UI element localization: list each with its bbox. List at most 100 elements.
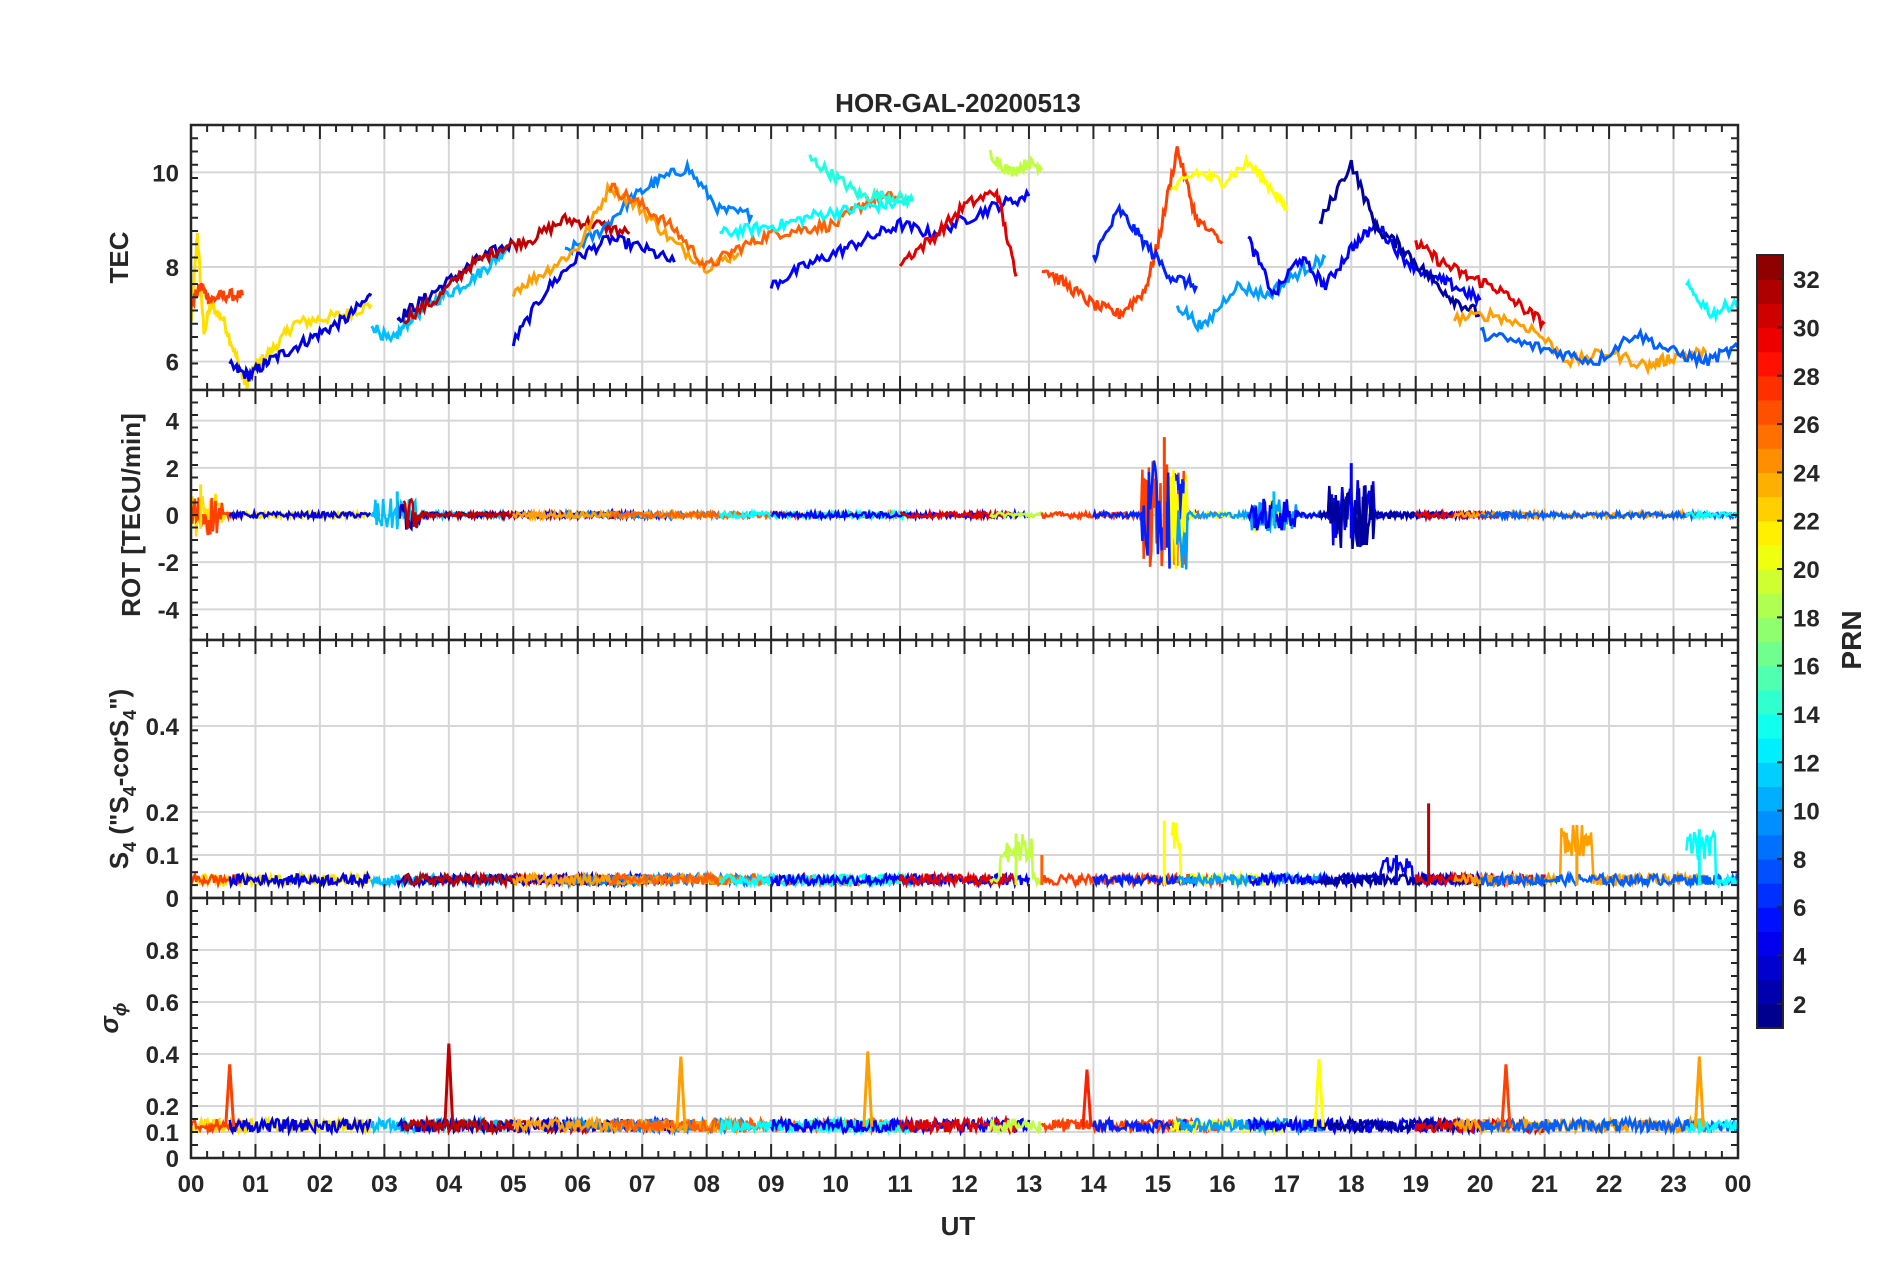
y-tick-label-tec: 6 — [166, 350, 179, 377]
x-tick-label: 17 — [1273, 1171, 1300, 1198]
y-tick-label-s4: 0.4 — [146, 714, 180, 741]
x-tick-label: 08 — [693, 1171, 720, 1198]
colorbar-segment — [1757, 834, 1783, 860]
colorbar-tick-label: 20 — [1793, 557, 1820, 584]
y-axis-label-s4: S4 ("S4-corS4") — [104, 689, 140, 869]
s4-series-prn-2 — [1318, 870, 1482, 890]
data-tec — [191, 146, 1738, 389]
axes-frame-sigma — [189, 896, 1740, 1160]
data-sigma — [191, 1043, 1738, 1137]
x-tick-label: 00 — [1725, 1171, 1752, 1198]
sigma-spike-prn-24 — [862, 1051, 874, 1127]
sigma-series-prn-2 — [1318, 1114, 1482, 1137]
x-tick-label: 12 — [951, 1171, 978, 1198]
colorbar-segment — [1757, 955, 1783, 981]
rot-series-prn-19 — [989, 510, 1043, 521]
colorbar-segment — [1757, 520, 1783, 546]
x-tick-label: 06 — [564, 1171, 591, 1198]
x-tick-label: 11 — [887, 1171, 912, 1198]
colorbar-segment — [1757, 569, 1783, 594]
x-tick-label: 20 — [1467, 1171, 1494, 1198]
colorbar-segment — [1757, 738, 1783, 763]
y-tick-label-s4: 0.1 — [146, 843, 179, 870]
panel-rot: -4 -2 0 2 4 ROT [TECU/min] — [116, 388, 1740, 642]
colorbar-tick-label: 30 — [1793, 315, 1820, 342]
x-tick-label: 00 — [178, 1171, 205, 1198]
colorbar-segment — [1757, 883, 1783, 908]
ticks-rot — [190, 389, 1739, 641]
colorbar-segment — [1757, 931, 1783, 957]
x-tick-label: 02 — [307, 1171, 334, 1198]
data-s4 — [191, 803, 1738, 890]
colorbar-segment — [1757, 351, 1783, 377]
x-tick-label: 22 — [1596, 1171, 1623, 1198]
sigma-series-prn-4 — [228, 1115, 372, 1137]
y-tick-label-rot: 4 — [166, 409, 180, 436]
panel-s4: 0 0.1 0.2 0.4S4 ("S4-corS4") — [104, 638, 1740, 913]
tec-series-prn-2 — [1318, 159, 1482, 318]
s4-series-prn-8 — [1480, 870, 1738, 890]
colorbar-tick-label: 26 — [1793, 412, 1820, 439]
y-tick-label-sigma: 0.4 — [146, 1042, 180, 1069]
tec-series-prn-27 — [191, 282, 245, 310]
y-tick-label-sigma: 0.8 — [146, 938, 179, 965]
data-rot — [191, 437, 1738, 570]
sigma-spike-prn-28 — [1081, 1069, 1093, 1127]
colorbar-segment — [1757, 593, 1783, 618]
x-tick-label: 03 — [371, 1171, 398, 1198]
colorbar-tick-label: 28 — [1793, 364, 1820, 391]
s4-series-prn-13 — [1685, 828, 1738, 890]
colorbar-segment — [1757, 641, 1783, 667]
colorbar-segment — [1757, 617, 1783, 643]
colorbar-segment — [1757, 810, 1783, 836]
colorbar-segment — [1757, 472, 1783, 498]
rot-series-prn-13 — [1685, 508, 1738, 522]
y-axis-label-sigma: σϕ — [94, 1003, 130, 1034]
colorbar-tick-label: 32 — [1793, 267, 1820, 294]
figure-title: HOR-GAL-20200513 — [835, 88, 1081, 118]
colorbar-label: PRN — [1836, 610, 1867, 669]
colorbar-segment — [1757, 255, 1783, 280]
sigma-series-prn-13 — [718, 1115, 914, 1136]
tec-series-prn-5 — [769, 187, 1031, 292]
y-axis-label-rot: ROT [TECU/min] — [116, 413, 146, 617]
tec-series-prn-4 — [511, 233, 676, 347]
tec-series-prn-27 — [1041, 146, 1224, 320]
sigma-spike-prn-27 — [224, 1064, 236, 1127]
sigma-spike-prn-27 — [1500, 1064, 1512, 1127]
colorbar-segment — [1757, 786, 1783, 812]
x-tick-label: 01 — [242, 1171, 269, 1198]
colorbar-segment — [1757, 375, 1783, 401]
x-tick-label: 05 — [500, 1171, 527, 1198]
panel-tec: 6 8 10 TEC — [104, 123, 1740, 392]
sigma-series-prn-19 — [989, 1117, 1043, 1136]
y-tick-label-rot: -2 — [158, 550, 179, 577]
sigma-series-prn-30 — [898, 1114, 1018, 1136]
s4-series-prn-5 — [1248, 856, 1482, 890]
s4-series-prn-4 — [228, 870, 371, 890]
tec-series-prn-21 — [1170, 153, 1289, 211]
rot-series-prn-6 — [1092, 460, 1198, 569]
tec-series-prn-6 — [1092, 202, 1198, 295]
sigma-spike-prn-24 — [675, 1056, 687, 1127]
tec-series-prn-5 — [1247, 217, 1482, 308]
tec-series-prn-11 — [370, 247, 509, 344]
tec-series-prn-4 — [228, 292, 373, 382]
x-tick-label: 16 — [1209, 1171, 1236, 1198]
colorbar-segment — [1757, 399, 1783, 425]
tec-series-prn-14 — [808, 154, 915, 210]
x-tick-label: 15 — [1145, 1171, 1172, 1198]
y-tick-label-rot: 0 — [166, 503, 179, 530]
y-tick-label-s4: 0 — [166, 886, 179, 913]
colorbar-segment — [1757, 1003, 1783, 1029]
sigma-spike-prn-21 — [1313, 1059, 1325, 1127]
y-tick-label-rot: 2 — [166, 456, 179, 483]
x-tick-label: 04 — [435, 1171, 462, 1198]
x-tick-label: 13 — [1016, 1171, 1043, 1198]
x-tick-label: 10 — [822, 1171, 849, 1198]
panel-sigma: 00.10.2 0.4 0.6 0.8 σϕ — [94, 896, 1740, 1173]
y-tick-label-sigma: 0.6 — [146, 990, 179, 1017]
colorbar-tick-label: 4 — [1793, 944, 1807, 971]
